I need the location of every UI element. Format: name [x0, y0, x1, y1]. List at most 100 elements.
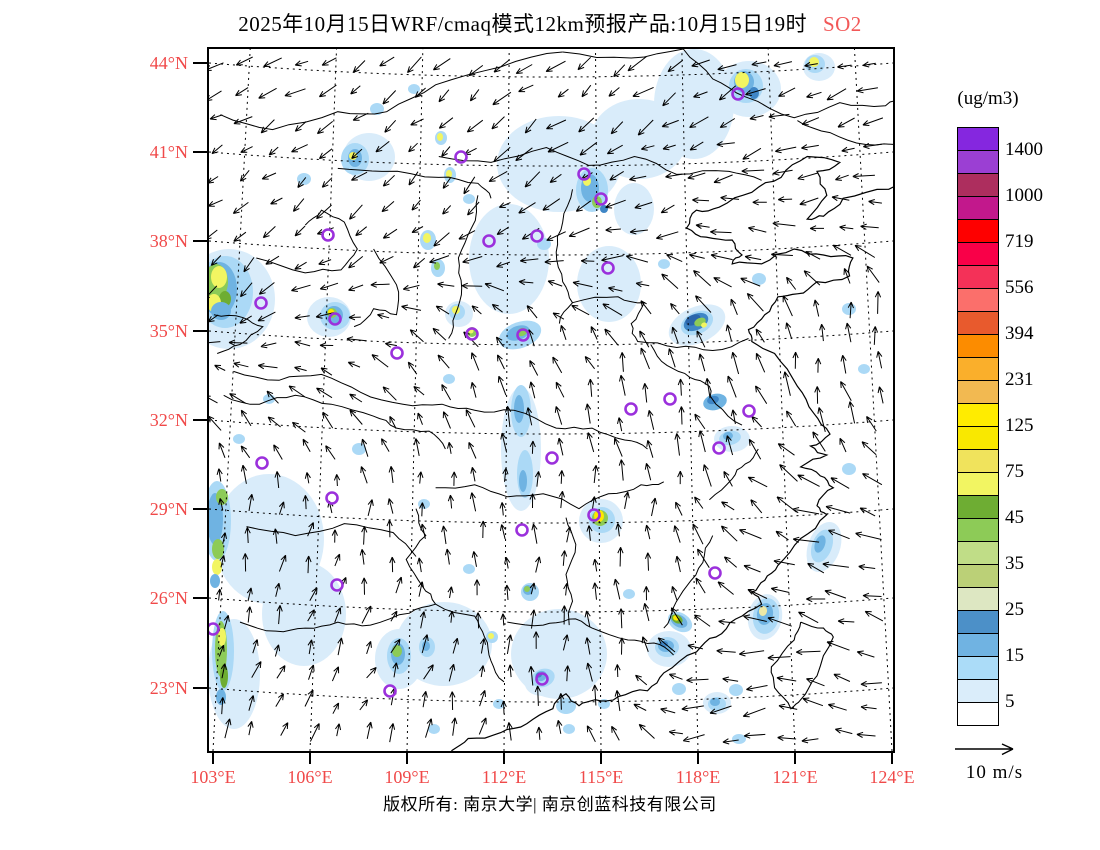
station-marker: [712, 441, 726, 455]
station-marker: [390, 346, 404, 360]
station-marker: [383, 684, 397, 698]
colorbar: [957, 127, 999, 726]
lon-axis-tick: [697, 751, 699, 764]
station-markers-layer: [209, 87, 756, 698]
colorbar-cell: [958, 289, 998, 312]
station-marker: [601, 261, 615, 275]
colorbar-tick-label: 394: [1005, 323, 1034, 344]
colorbar-cell: [958, 473, 998, 496]
colorbar-cell: [958, 657, 998, 680]
lon-axis-label: 115°E: [578, 767, 624, 787]
station-marker: [624, 402, 638, 416]
colorbar-cell: [958, 542, 998, 565]
map-frame: [207, 47, 895, 753]
colorbar-cell: [958, 128, 998, 151]
station-marker: [663, 392, 677, 406]
colorbar-cell: [958, 151, 998, 174]
station-marker: [330, 578, 344, 592]
colorbar-cell: [958, 611, 998, 634]
station-marker: [325, 491, 339, 505]
colorbar-cell: [958, 565, 998, 588]
colorbar-cell: [958, 519, 998, 542]
colorbar-tick-label: 15: [1005, 645, 1024, 666]
colorbar-cell: [958, 174, 998, 197]
colorbar-cell: [958, 496, 998, 519]
station-marker: [535, 672, 549, 686]
colorbar-tick-label: 231: [1005, 369, 1034, 390]
coastlines-layer: [451, 155, 893, 751]
lat-axis-tick: [193, 62, 207, 64]
lon-axis-label: 118°E: [675, 767, 721, 787]
station-marker: [530, 229, 544, 243]
copyright-text: 版权所有: 南京大学| 南京创蓝科技有限公司: [383, 795, 717, 814]
colorbar-unit-label: (ug/m3): [957, 88, 1019, 109]
lon-axis-label: 109°E: [384, 767, 430, 787]
colorbar-cell: [958, 312, 998, 335]
colorbar-cell: [958, 358, 998, 381]
plot-species-label: SO2: [822, 12, 862, 36]
colorbar-cell: [958, 634, 998, 657]
plot-title: 2025年10月15日WRF/cmaq模式12km预报产品:10月15日19时 …: [0, 8, 1100, 38]
lon-axis-tick: [794, 751, 796, 764]
lat-axis-label: 44°N: [149, 53, 188, 73]
colorbar-tick-label: 1000: [1005, 185, 1043, 206]
colorbar-cell: [958, 703, 998, 725]
colorbar-cell: [958, 588, 998, 611]
so2-blobs-layer: [209, 49, 870, 744]
station-marker: [587, 508, 601, 522]
lon-axis-label: 106°E: [287, 767, 333, 787]
lat-axis-tick: [193, 240, 207, 242]
lon-axis-tick: [406, 751, 408, 764]
colorbar-tick-label: 125: [1005, 415, 1034, 436]
wind-arrows-layer: [209, 56, 884, 745]
station-marker: [465, 327, 479, 341]
lon-axis-label: 121°E: [772, 767, 818, 787]
lon-axis-tick: [600, 751, 602, 764]
lat-axis-tick: [193, 597, 207, 599]
station-marker: [577, 167, 591, 181]
station-marker: [516, 328, 530, 342]
wind-scale-arrow-icon: [955, 743, 1014, 756]
colorbar-cell: [958, 404, 998, 427]
colorbar-cell: [958, 243, 998, 266]
province-borders-layer: [213, 49, 893, 683]
station-marker: [328, 312, 342, 326]
map-canvas: [209, 49, 893, 751]
station-marker: [708, 566, 722, 580]
lon-axis-label: 112°E: [481, 767, 527, 787]
station-marker: [545, 451, 559, 465]
latlon-grid: [209, 49, 893, 751]
colorbar-tick-label: 1400: [1005, 139, 1043, 160]
colorbar-cell: [958, 381, 998, 404]
colorbar-tick-label: 719: [1005, 231, 1034, 252]
station-marker: [454, 150, 468, 164]
colorbar-tick-label: 5: [1005, 691, 1015, 712]
plot-title-text: 2025年10月15日WRF/cmaq模式12km预报产品:10月15日19时: [238, 12, 808, 36]
lon-axis-label: 103°E: [190, 767, 236, 787]
lon-axis-label: 124°E: [869, 767, 915, 787]
lon-axis-tick: [309, 751, 311, 764]
colorbar-tick-label: 75: [1005, 461, 1024, 482]
station-marker: [742, 404, 756, 418]
colorbar-tick-label: 556: [1005, 277, 1034, 298]
colorbar-tick-label: 45: [1005, 507, 1024, 528]
lat-axis-tick: [193, 151, 207, 153]
wind-scale-label: 10 m/s: [965, 762, 1024, 783]
lon-axis-tick: [503, 751, 505, 764]
lat-axis-label: 23°N: [149, 678, 188, 698]
colorbar-cell: [958, 450, 998, 473]
colorbar-cell: [958, 335, 998, 358]
station-marker: [594, 192, 608, 206]
colorbar-cell: [958, 427, 998, 450]
lat-axis-label: 32°N: [149, 410, 188, 430]
colorbar-tick-label: 25: [1005, 599, 1024, 620]
colorbar-cell: [958, 680, 998, 703]
lat-axis-label: 29°N: [149, 499, 188, 519]
station-marker: [482, 234, 496, 248]
lat-axis-label: 38°N: [149, 231, 188, 251]
station-marker: [321, 228, 335, 242]
lon-axis-tick: [212, 751, 214, 764]
lat-axis-tick: [193, 330, 207, 332]
lat-axis-tick: [193, 419, 207, 421]
lat-axis-label: 41°N: [149, 142, 188, 162]
